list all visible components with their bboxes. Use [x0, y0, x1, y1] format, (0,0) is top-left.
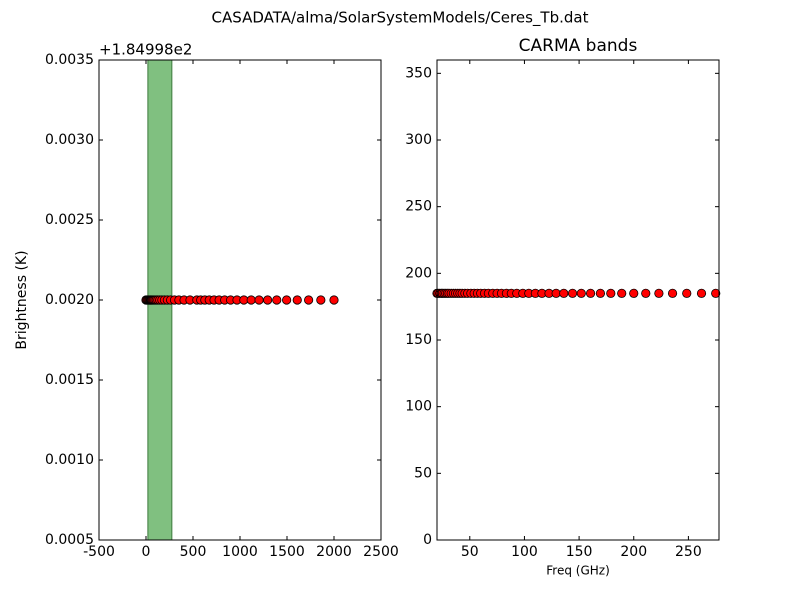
axes-title: CARMA bands — [519, 36, 638, 56]
figure-title: CASADATA/alma/SolarSystemModels/Ceres_Tb… — [212, 9, 589, 28]
x-tick-label: 2000 — [316, 544, 352, 560]
y-tick-label: 0 — [423, 532, 432, 548]
x-tick-label: 50 — [461, 544, 479, 560]
y-tick-label: 0.0015 — [45, 372, 94, 388]
y-tick-label: 200 — [405, 265, 432, 281]
marker — [254, 295, 264, 305]
marker — [282, 295, 292, 305]
y-tick-label: 0.0005 — [45, 532, 94, 548]
x-tick-label: 150 — [566, 544, 593, 560]
marker — [272, 295, 282, 305]
y-tick-label: 100 — [405, 399, 432, 415]
marker — [682, 288, 692, 298]
marker — [711, 288, 721, 298]
x-tick-label: 100 — [511, 544, 538, 560]
y-offset-label: +1.84998e2 — [99, 41, 192, 59]
y-tick-label: 0.0030 — [45, 132, 94, 148]
marker — [304, 295, 314, 305]
marker — [551, 288, 561, 298]
x-tick-label: 500 — [180, 544, 207, 560]
marker — [246, 295, 256, 305]
marker — [585, 288, 596, 298]
marker — [567, 288, 578, 298]
x-tick-label: 0 — [142, 544, 151, 560]
marker — [559, 288, 569, 298]
x-tick-label: 2500 — [363, 544, 399, 560]
x-tick-label: 1500 — [269, 544, 305, 560]
y-tick-label: 0.0020 — [45, 292, 94, 308]
axes-frame — [98, 59, 382, 541]
axes-frame — [436, 59, 720, 541]
plot-area — [437, 60, 719, 540]
y-tick-label: 150 — [405, 332, 432, 348]
y-axis-label: Brightness (K) — [14, 250, 30, 349]
marker — [595, 288, 606, 298]
y-tick-label: 0.0035 — [45, 52, 94, 68]
marker — [654, 288, 664, 298]
x-tick-label: -500 — [83, 544, 115, 560]
marker — [576, 288, 586, 298]
marker — [606, 288, 616, 298]
marker — [263, 295, 273, 305]
marker — [329, 295, 339, 305]
y-tick-label: 250 — [405, 199, 432, 215]
x-tick-label: 250 — [675, 544, 702, 560]
y-tick-label: 300 — [405, 132, 432, 148]
marker — [696, 288, 707, 298]
marker — [292, 295, 302, 305]
marker — [617, 288, 627, 298]
x-tick-label: 200 — [620, 544, 647, 560]
y-tick-label: 350 — [405, 65, 432, 81]
marker — [641, 288, 651, 298]
x-axis-label: Freq (GHz) — [546, 564, 610, 578]
marker — [316, 295, 326, 305]
y-tick-label: 0.0010 — [45, 452, 94, 468]
marker — [629, 288, 639, 298]
y-tick-label: 0.0025 — [45, 212, 94, 228]
x-tick-label: 1000 — [222, 544, 258, 560]
y-tick-label: 50 — [414, 465, 432, 481]
marker — [667, 288, 678, 298]
